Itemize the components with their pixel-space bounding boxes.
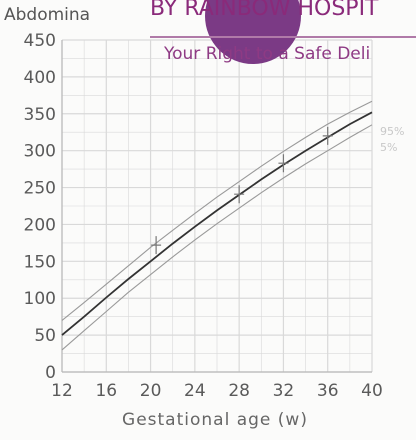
- grid-lines: [61, 39, 373, 373]
- chart-title: Abdomina: [4, 5, 90, 25]
- x-tick-label: 32: [273, 381, 295, 401]
- marker-1: [234, 185, 245, 204]
- percentile-label: 95%: [380, 125, 404, 138]
- y-axis-ticks: 0 50 100 150 200 250 300 350 400 450: [24, 31, 56, 383]
- series-line-0: [61, 100, 373, 321]
- banner-subtitle: Your Right to a Safe Deli: [164, 44, 371, 64]
- y-tick-label: 150: [24, 252, 56, 272]
- banner-heading: BY RAINBOW HOSPIT: [150, 0, 379, 21]
- y-tick-label: 450: [24, 31, 56, 51]
- x-axis-label: Gestational age (w): [122, 410, 308, 430]
- percentile-curves: [61, 100, 373, 351]
- marker-3: [322, 126, 333, 145]
- x-tick-label: 20: [140, 381, 162, 401]
- y-tick-label: 50: [34, 326, 56, 346]
- y-tick-label: 200: [24, 215, 56, 235]
- y-tick-label: 400: [24, 68, 56, 88]
- hospital-banner: BY RAINBOW HOSPIT Your Right to a Safe D…: [150, 0, 416, 74]
- y-tick-label: 0: [45, 363, 56, 383]
- measurement-markers: [151, 126, 333, 255]
- x-tick-label: 24: [184, 381, 206, 401]
- x-axis-ticks: 12 16 20 24 28 32 36 40: [51, 381, 383, 401]
- percentile-labels: 95%5%: [380, 125, 404, 154]
- percentile-label: 5%: [380, 141, 397, 154]
- marker-0: [151, 236, 162, 255]
- x-tick-label: 16: [95, 381, 117, 401]
- series-line-1: [61, 111, 373, 336]
- marker-2: [278, 154, 289, 173]
- y-tick-label: 300: [24, 142, 56, 162]
- x-tick-label: 36: [317, 381, 339, 401]
- x-tick-label: 12: [51, 381, 73, 401]
- x-tick-label: 40: [361, 381, 383, 401]
- banner-divider: [150, 36, 416, 38]
- series-line-2: [61, 124, 373, 351]
- y-tick-label: 250: [24, 179, 56, 199]
- y-tick-label: 350: [24, 105, 56, 125]
- x-tick-label: 28: [228, 381, 250, 401]
- y-tick-label: 100: [24, 289, 56, 309]
